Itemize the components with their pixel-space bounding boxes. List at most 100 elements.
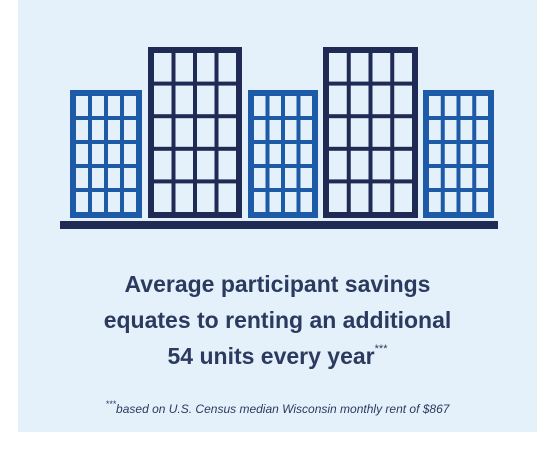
window (92, 96, 104, 116)
ground-line (60, 221, 498, 229)
headline-line: equates to renting an additional (0, 302, 555, 338)
window (373, 53, 391, 82)
window (108, 168, 120, 188)
window (429, 168, 441, 188)
window (197, 86, 215, 115)
window (394, 118, 412, 147)
window (301, 96, 313, 116)
window (461, 96, 473, 116)
window (429, 120, 441, 140)
window (219, 183, 237, 212)
window (219, 151, 237, 180)
window (270, 144, 282, 164)
window (92, 168, 104, 188)
window (351, 183, 369, 212)
window (124, 120, 136, 140)
window (154, 53, 172, 82)
window (351, 86, 369, 115)
footnote-marker: *** (375, 343, 388, 355)
footnote-text: based on U.S. Census median Wisconsin mo… (116, 402, 449, 416)
window (124, 144, 136, 164)
buildings-icon (0, 0, 555, 260)
window (270, 96, 282, 116)
window (176, 151, 194, 180)
window (329, 86, 347, 115)
window (476, 144, 488, 164)
window (445, 144, 457, 164)
window (373, 151, 391, 180)
window (394, 183, 412, 212)
window (154, 183, 172, 212)
window (197, 183, 215, 212)
window (329, 183, 347, 212)
window (394, 86, 412, 115)
window (476, 168, 488, 188)
window (219, 53, 237, 82)
window (476, 192, 488, 212)
window (108, 144, 120, 164)
window (176, 53, 194, 82)
headline: Average participant savings equates to r… (0, 266, 555, 374)
window (351, 53, 369, 82)
window (351, 151, 369, 180)
window (154, 86, 172, 115)
window (329, 151, 347, 180)
window (108, 192, 120, 212)
window (301, 168, 313, 188)
window (285, 168, 297, 188)
window (329, 118, 347, 147)
window (254, 144, 266, 164)
window (108, 120, 120, 140)
window (219, 86, 237, 115)
window (373, 183, 391, 212)
window (254, 120, 266, 140)
window (429, 192, 441, 212)
window (92, 144, 104, 164)
window (154, 118, 172, 147)
window (219, 118, 237, 147)
window (461, 144, 473, 164)
page: Average participant savings equates to r… (0, 0, 555, 462)
window (445, 192, 457, 212)
window (461, 192, 473, 212)
window (124, 192, 136, 212)
window (76, 168, 88, 188)
window (476, 96, 488, 116)
window (176, 86, 194, 115)
window (373, 86, 391, 115)
window (197, 53, 215, 82)
window (301, 120, 313, 140)
window (76, 144, 88, 164)
window (429, 96, 441, 116)
headline-line: 54 units every year*** (0, 338, 555, 374)
window (254, 168, 266, 188)
window (197, 118, 215, 147)
headline-line-text: 54 units every year (168, 343, 375, 369)
window (124, 168, 136, 188)
window (301, 144, 313, 164)
window (445, 120, 457, 140)
window (76, 96, 88, 116)
window (254, 96, 266, 116)
window (329, 53, 347, 82)
window (285, 96, 297, 116)
window (124, 96, 136, 116)
window (254, 192, 266, 212)
window (92, 192, 104, 212)
window (270, 120, 282, 140)
window (351, 118, 369, 147)
window (429, 144, 441, 164)
window (197, 151, 215, 180)
window (445, 168, 457, 188)
window (373, 118, 391, 147)
window (301, 192, 313, 212)
window (394, 151, 412, 180)
window (92, 120, 104, 140)
window (461, 120, 473, 140)
window (285, 192, 297, 212)
window (76, 192, 88, 212)
window (285, 120, 297, 140)
window (176, 118, 194, 147)
window (76, 120, 88, 140)
window (108, 96, 120, 116)
